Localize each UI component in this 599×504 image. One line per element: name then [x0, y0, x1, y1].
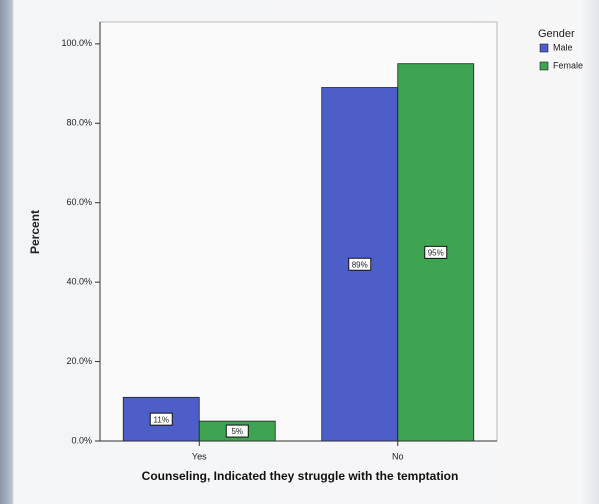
x-tick-label: No	[392, 451, 404, 461]
value-label-box	[424, 245, 448, 259]
legend-label: Male	[553, 42, 573, 52]
y-tick-label: 100.0%	[61, 38, 92, 48]
value-label: 5%	[231, 427, 243, 436]
value-label-box	[348, 257, 372, 271]
value-label: 95%	[428, 248, 444, 257]
legend-title: Gender	[538, 28, 575, 40]
legend-label: Female	[553, 60, 583, 70]
y-tick-label: 80.0%	[66, 118, 92, 128]
value-label: 89%	[352, 260, 368, 269]
value-label-box	[149, 412, 173, 426]
value-label: 11%	[154, 415, 169, 424]
y-axis-title: Percent	[28, 210, 42, 254]
y-tick-label: 60.0%	[66, 197, 92, 207]
value-label-box	[225, 424, 249, 438]
y-tick-label: 40.0%	[66, 277, 92, 287]
legend-swatch	[539, 61, 549, 71]
y-tick-label: 20.0%	[66, 356, 92, 366]
y-tick-label: 0.0%	[71, 435, 92, 445]
x-tick-label: Yes	[192, 451, 207, 461]
x-axis-title: Counseling, Indicated they struggle with…	[141, 469, 459, 483]
legend-swatch	[539, 43, 549, 53]
